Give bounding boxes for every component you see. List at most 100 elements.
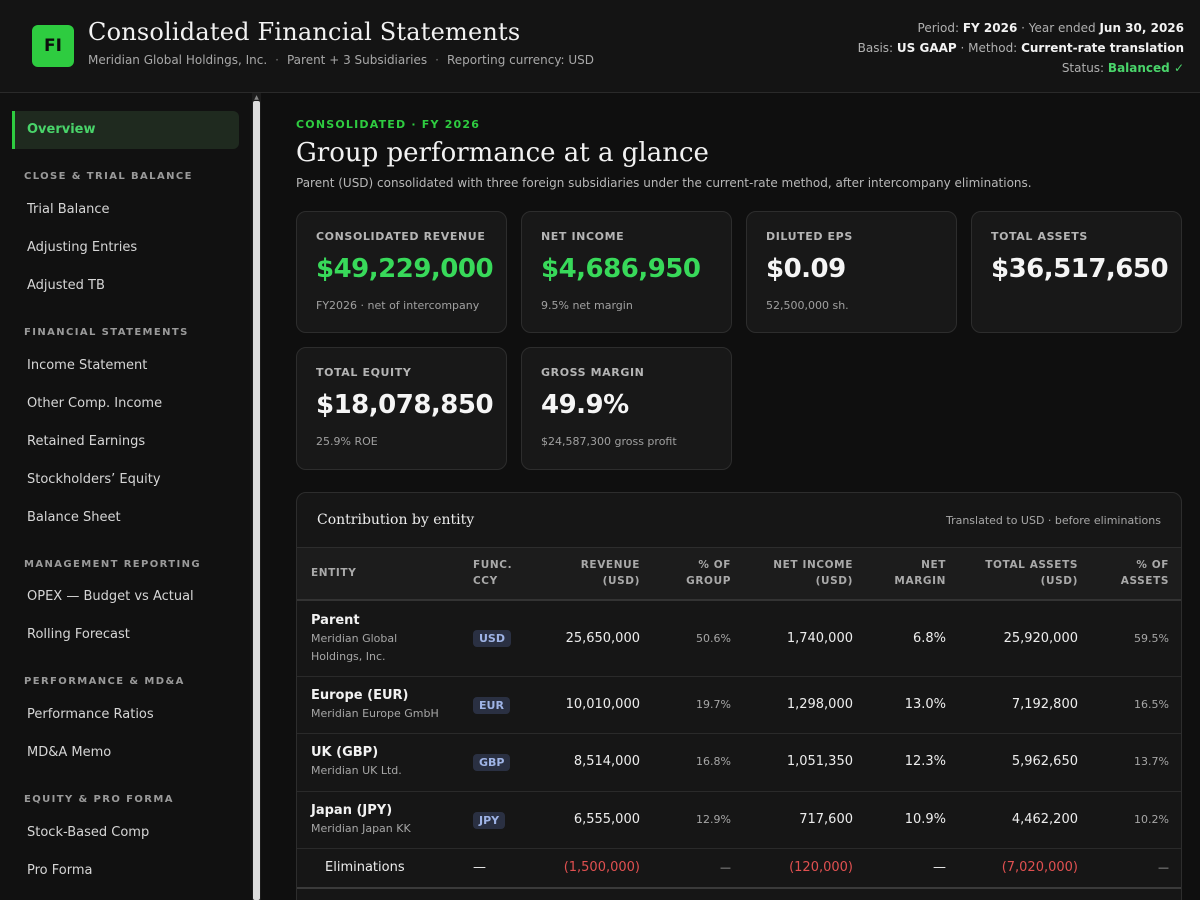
sidebar-item-other-comp-income[interactable]: Other Comp. Income (27, 396, 163, 411)
column-header-pct-assets[interactable]: % OF ASSETS (1120, 559, 1169, 587)
currency-badge: USD (473, 630, 511, 647)
kpi-value: $36,517,650 (991, 254, 1169, 284)
kpi-card-total-assets: TOTAL ASSETS $36,517,650 (971, 211, 1182, 333)
sidebar-item-income-statement[interactable]: Income Statement (27, 358, 148, 373)
pct-group-cell: 50.6% (696, 632, 731, 645)
net-margin-cell: 13.0% (904, 697, 946, 712)
revenue-cell: 8,514,000 (573, 754, 640, 769)
sidebar-item-overview[interactable]: Overview (12, 111, 239, 149)
scroll-up-icon[interactable]: ▲ (254, 94, 259, 101)
net-income-cell: 1,298,000 (786, 697, 853, 712)
total-assets-cell: 5,962,650 (1011, 754, 1078, 769)
kpi-value: $0.09 (766, 254, 846, 284)
nav-section-title: MANAGEMENT REPORTING (24, 559, 202, 570)
kpi-value: $49,229,000 (316, 254, 494, 284)
kpi-card-total-equity: TOTAL EQUITY $18,078,850 25.9% ROE (296, 347, 507, 470)
app-logo: FI (32, 25, 74, 67)
net-margin-cell: 6.8% (912, 631, 946, 646)
kpi-card-gross-margin: GROSS MARGIN 49.9% $24,587,300 gross pro… (521, 347, 732, 470)
total-assets-cell: 7,192,800 (1011, 697, 1078, 712)
entity-legal-name: Meridian Global Holdings, Inc. (311, 632, 398, 663)
total-assets-cell: 25,920,000 (1003, 631, 1078, 646)
table-note: Translated to USD · before eliminations (945, 514, 1161, 527)
period-value: FY 2026 (962, 21, 1018, 35)
column-header-pct-group[interactable]: % OF GROUP (686, 559, 731, 587)
sidebar-item-adjusted-tb[interactable]: Adjusted TB (27, 278, 105, 293)
sidebar-item-adjusting-entries[interactable]: Adjusting Entries (27, 240, 138, 255)
sidebar-nav: Overview CLOSE & TRIAL BALANCE Trial Bal… (0, 93, 252, 900)
kpi-value: $18,078,850 (316, 390, 494, 420)
net-margin-cell: 10.9% (904, 812, 946, 827)
year-ended-value: Jun 30, 2026 (1099, 21, 1184, 35)
pct-group-cell: 12.9% (696, 813, 731, 826)
app-title: Consolidated Financial Statements (88, 18, 521, 46)
net-margin-cell: — (933, 860, 946, 875)
total-assets-cell: (7,020,000) (1001, 860, 1078, 875)
entity-name: Parent (311, 613, 360, 628)
column-header-net-margin[interactable]: NET MARGIN (894, 559, 946, 587)
pct-group-cell: 16.8% (696, 755, 731, 768)
eliminations-row[interactable]: Eliminations — (1,500,000) — (120,000) —… (297, 849, 1181, 889)
method-value: Current-rate translation (1021, 41, 1184, 55)
entity-name: Eliminations (325, 860, 405, 875)
entity-name: UK (GBP) (311, 745, 379, 760)
revenue-cell: 10,010,000 (565, 697, 640, 712)
pct-assets-cell: 16.5% (1134, 698, 1169, 711)
app-header: FI Consolidated Financial Statements Mer… (0, 0, 1200, 93)
pct-group-cell: 19.7% (696, 698, 731, 711)
sidebar-item-trial-balance[interactable]: Trial Balance (27, 202, 110, 217)
net-margin-cell: 12.3% (904, 754, 946, 769)
revenue-cell: 6,555,000 (573, 812, 640, 827)
sidebar-item-stock-based-comp[interactable]: Stock-Based Comp (27, 825, 150, 840)
page-eyebrow: CONSOLIDATED · FY 2026 (296, 118, 481, 131)
sidebar-item-opex-budget[interactable]: OPEX — Budget vs Actual (27, 589, 194, 604)
table-row[interactable]: Europe (EUR) Meridian Europe GmbH EUR 10… (297, 677, 1181, 734)
consolidation-scope: Parent + 3 Subsidiaries (286, 53, 428, 67)
column-header-total-assets[interactable]: TOTAL ASSETS (USD) (985, 559, 1078, 587)
entity-legal-name: Meridian Japan KK (311, 822, 411, 835)
kpi-card-net-income: NET INCOME $4,686,950 9.5% net margin (521, 211, 732, 333)
currency-badge: GBP (473, 754, 511, 771)
entity-name: Japan (JPY) (311, 803, 393, 818)
pct-assets-cell: — (1158, 861, 1169, 874)
entity-legal-name: Meridian UK Ltd. (311, 764, 402, 777)
nav-section-title: EQUITY & PRO FORMA (24, 794, 174, 805)
currency-badge: EUR (473, 697, 510, 714)
basis-line: Basis: US GAAP · Method: Current-rate tr… (857, 41, 1184, 55)
page-description: Parent (USD) consolidated with three for… (296, 176, 1032, 190)
sidebar-item-rolling-forecast[interactable]: Rolling Forecast (27, 627, 130, 642)
sidebar-item-balance-sheet[interactable]: Balance Sheet (27, 510, 121, 525)
kpi-value: $4,686,950 (541, 254, 701, 284)
company-name: Meridian Global Holdings, Inc. (88, 53, 268, 67)
column-header-entity[interactable]: ENTITY (311, 567, 357, 579)
basis-value: US GAAP (896, 41, 957, 55)
column-header-net-income[interactable]: NET INCOME (USD) (773, 559, 853, 587)
pct-assets-cell: 59.5% (1134, 632, 1169, 645)
sidebar-item-mda-memo[interactable]: MD&A Memo (27, 745, 112, 760)
sidebar-item-retained-earnings[interactable]: Retained Earnings (27, 434, 146, 449)
page-title: Group performance at a glance (296, 138, 709, 168)
nav-section-title: FINANCIAL STATEMENTS (24, 327, 189, 338)
sidebar-scroll-thumb[interactable] (253, 101, 260, 900)
main-content: CONSOLIDATED · FY 2026 Group performance… (261, 93, 1200, 900)
app-subtitle: Meridian Global Holdings, Inc. · Parent … (88, 53, 595, 67)
table-row[interactable]: Parent Meridian Global Holdings, Inc. USD… (297, 601, 1181, 677)
entity-legal-name: Meridian Europe GmbH (311, 707, 439, 720)
period-line: Period: FY 2026 · Year ended Jun 30, 202… (917, 21, 1184, 35)
column-header-ccy[interactable]: FUNC. CCY (473, 559, 513, 587)
net-income-cell: 1,051,350 (786, 754, 853, 769)
table-title: Contribution by entity (317, 512, 475, 528)
sidebar-item-pro-forma[interactable]: Pro Forma (27, 863, 93, 878)
table-row[interactable]: Japan (JPY) Meridian Japan KK JPY 6,555,… (297, 792, 1181, 849)
sidebar-item-performance-ratios[interactable]: Performance Ratios (27, 707, 154, 722)
sidebar-item-stockholders-equity[interactable]: Stockholders’ Equity (27, 472, 161, 487)
nav-section-title: CLOSE & TRIAL BALANCE (24, 171, 193, 182)
kpi-card-diluted-eps: DILUTED EPS $0.09 52,500,000 sh. (746, 211, 957, 333)
nav-section-title: PERFORMANCE & MD&A (24, 676, 185, 687)
table-row[interactable]: UK (GBP) Meridian UK Ltd. GBP 8,514,000 … (297, 734, 1181, 792)
total-assets-cell: 4,462,200 (1011, 812, 1078, 827)
status-line: Status: Balanced ✓ (1061, 61, 1184, 75)
column-header-revenue[interactable]: REVENUE (USD) (580, 559, 640, 587)
pct-assets-cell: 10.2% (1134, 813, 1169, 826)
